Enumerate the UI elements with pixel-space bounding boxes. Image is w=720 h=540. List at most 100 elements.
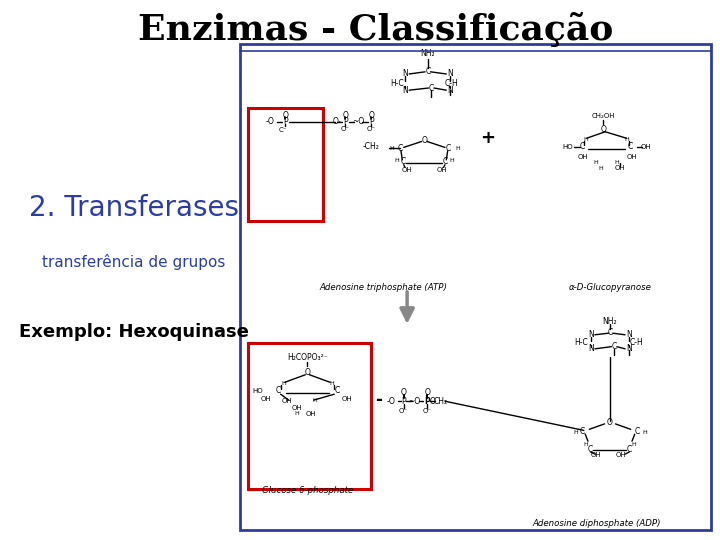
Text: Adenosine triphosphate (ATP): Adenosine triphosphate (ATP) xyxy=(319,283,447,292)
Text: N: N xyxy=(448,86,454,94)
Text: HO: HO xyxy=(562,144,572,150)
Text: OH: OH xyxy=(261,395,271,402)
Bar xyxy=(248,108,323,221)
Text: C: C xyxy=(425,68,431,76)
Text: H: H xyxy=(598,166,603,171)
Text: H: H xyxy=(389,146,394,151)
Text: H: H xyxy=(395,158,399,164)
Text: CH₂OH: CH₂OH xyxy=(591,113,615,119)
Text: P: P xyxy=(424,397,430,406)
Text: OH: OH xyxy=(577,153,588,160)
Text: H: H xyxy=(594,159,598,165)
Text: OH: OH xyxy=(402,167,413,173)
Text: C: C xyxy=(446,144,451,153)
Text: Adenosine diphosphate (ADP): Adenosine diphosphate (ADP) xyxy=(532,519,660,528)
Text: HO: HO xyxy=(252,388,263,394)
Text: C: C xyxy=(442,158,448,166)
Text: C: C xyxy=(588,446,593,454)
Text: H: H xyxy=(642,429,647,435)
Text: Enzimas - Classificação: Enzimas - Classificação xyxy=(138,12,614,47)
Text: CH₂: CH₂ xyxy=(433,397,448,406)
Text: OH: OH xyxy=(591,452,601,458)
Text: O-: O- xyxy=(333,117,341,126)
Text: N: N xyxy=(626,345,632,353)
Text: OH: OH xyxy=(626,153,637,160)
Text: H: H xyxy=(455,146,459,151)
Text: α-D-Glucopyranose: α-D-Glucopyranose xyxy=(569,283,652,292)
Text: P: P xyxy=(283,117,288,126)
Text: C: C xyxy=(580,428,585,436)
Text: O: O xyxy=(421,136,427,145)
Text: 2. Transferases: 2. Transferases xyxy=(29,194,239,222)
Text: H: H xyxy=(329,381,334,386)
Text: OH: OH xyxy=(614,165,625,172)
Text: O: O xyxy=(600,125,606,134)
Text: C-H: C-H xyxy=(629,338,643,347)
Text: H: H xyxy=(573,429,578,435)
Text: C: C xyxy=(635,428,640,436)
Text: C: C xyxy=(628,143,633,151)
Text: P: P xyxy=(401,397,406,406)
Text: OH: OH xyxy=(436,167,447,173)
Text: O⁻: O⁻ xyxy=(366,126,376,132)
Text: C: C xyxy=(428,84,434,92)
Text: O: O xyxy=(424,388,430,397)
Text: O: O xyxy=(401,388,407,397)
Text: H: H xyxy=(312,398,317,403)
Text: N: N xyxy=(448,70,454,78)
Text: C: C xyxy=(608,328,613,336)
Text: H: H xyxy=(583,442,588,447)
Text: N: N xyxy=(402,70,408,78)
Text: C: C xyxy=(626,446,632,454)
Text: +: + xyxy=(480,129,495,147)
Text: O: O xyxy=(369,111,374,119)
Text: OH: OH xyxy=(305,410,316,417)
Text: OH: OH xyxy=(616,452,626,458)
Text: N: N xyxy=(626,330,632,339)
Text: H-C: H-C xyxy=(575,338,588,347)
Text: -O: -O xyxy=(387,397,395,406)
Text: ~O: ~O xyxy=(408,397,420,406)
Text: O: O xyxy=(305,368,310,377)
Text: H: H xyxy=(583,137,588,142)
Text: O: O xyxy=(282,111,288,119)
Text: OH: OH xyxy=(282,397,292,404)
Text: C: C xyxy=(401,158,406,166)
Text: NH₂: NH₂ xyxy=(603,317,617,326)
Text: H-C: H-C xyxy=(390,79,404,88)
Text: O: O xyxy=(430,397,436,406)
Text: O: O xyxy=(342,111,348,119)
Text: O⁻: O⁻ xyxy=(399,408,408,414)
Text: P: P xyxy=(343,117,348,126)
Text: NH₂: NH₂ xyxy=(420,50,435,58)
Text: O⁻: O⁻ xyxy=(341,126,350,132)
Text: ~O: ~O xyxy=(352,117,364,126)
Text: H₂COPO₃²⁻: H₂COPO₃²⁻ xyxy=(287,353,328,362)
Text: C: C xyxy=(611,342,617,351)
Text: -: - xyxy=(376,390,382,409)
Text: H: H xyxy=(294,411,300,416)
Text: OH: OH xyxy=(640,144,651,150)
Text: P: P xyxy=(369,117,374,126)
Text: C: C xyxy=(334,387,340,395)
Text: C⁻: C⁻ xyxy=(279,127,287,133)
Text: H: H xyxy=(625,137,629,142)
Bar xyxy=(240,44,711,530)
Text: transferência de grupos: transferência de grupos xyxy=(42,254,226,270)
Text: O: O xyxy=(607,418,613,427)
Text: H: H xyxy=(449,158,454,164)
Text: C-H: C-H xyxy=(445,79,459,88)
Text: N: N xyxy=(588,345,593,353)
Bar xyxy=(248,343,371,489)
Text: H: H xyxy=(281,381,286,386)
Text: H: H xyxy=(631,442,636,447)
Text: C: C xyxy=(275,387,281,395)
Text: -O: -O xyxy=(266,117,274,126)
Text: C: C xyxy=(397,144,403,153)
Text: Glucose 6-phosphate: Glucose 6-phosphate xyxy=(262,486,353,495)
Text: Exemplo: Hexoquinase: Exemplo: Hexoquinase xyxy=(19,323,249,341)
Text: C: C xyxy=(580,143,585,151)
Text: OH: OH xyxy=(292,404,302,411)
Text: -CH₂: -CH₂ xyxy=(363,143,379,151)
Text: N: N xyxy=(588,330,593,339)
